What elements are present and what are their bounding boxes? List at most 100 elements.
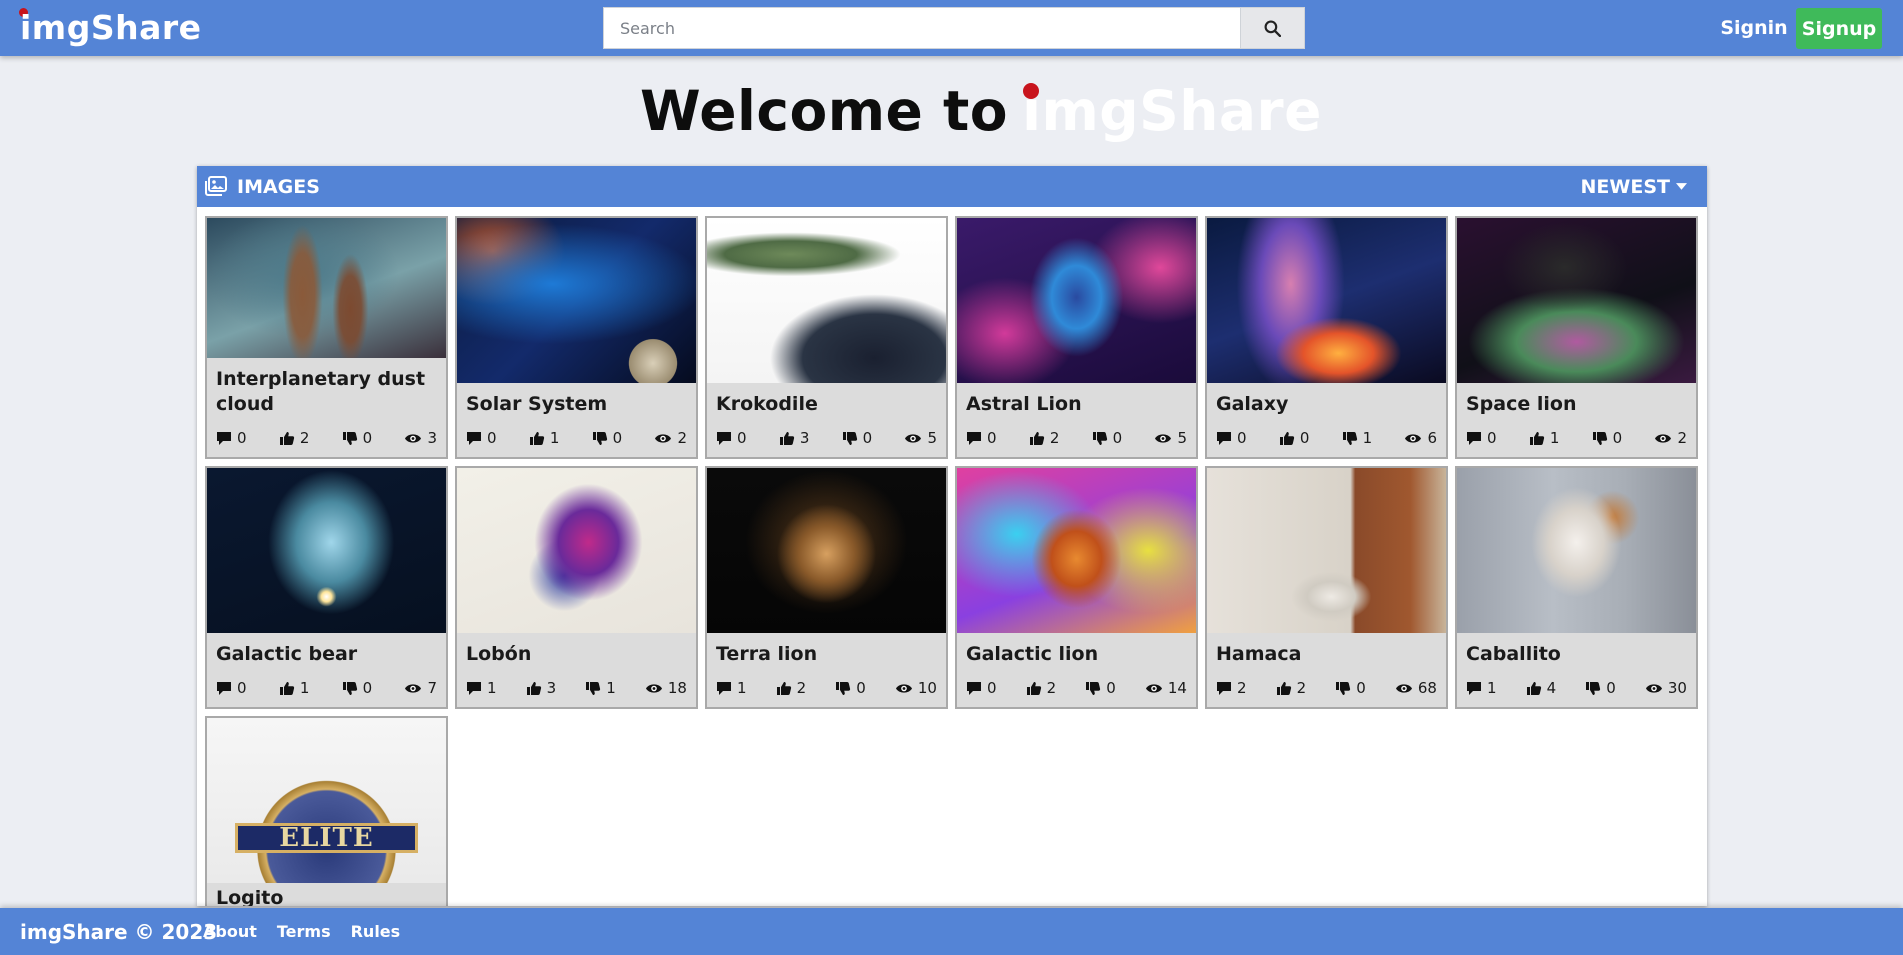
like-count-value: 2 — [1049, 429, 1060, 447]
image-card[interactable]: Astral Lion 0 2 0 5 — [955, 216, 1198, 459]
image-thumbnail[interactable] — [457, 218, 696, 383]
image-card[interactable]: Interplanetary dust cloud 0 2 0 3 — [205, 216, 448, 459]
dislike-count: 0 — [342, 429, 373, 447]
dislike-count: 1 — [585, 679, 616, 697]
image-title[interactable]: Solar System — [466, 393, 608, 415]
thumbs-up-icon — [526, 681, 542, 696]
footer-link-terms[interactable]: Terms — [276, 922, 331, 941]
search-input[interactable] — [603, 7, 1240, 49]
like-count-value: 1 — [1549, 429, 1560, 447]
sort-dropdown[interactable]: NEWEST — [1581, 166, 1687, 207]
footer-links: About Terms Rules — [203, 908, 400, 955]
like-count-value: 1 — [299, 679, 310, 697]
image-thumbnail[interactable] — [1457, 218, 1696, 383]
image-card[interactable]: Lobón 1 3 1 18 — [455, 466, 698, 709]
image-card[interactable]: Space lion 0 1 0 2 — [1455, 216, 1698, 459]
image-card[interactable]: Solar System 0 1 0 2 — [455, 216, 698, 459]
footer-link-about[interactable]: About — [203, 922, 257, 941]
comment-count: 0 — [1216, 429, 1247, 447]
images-panel-title: IMAGES — [237, 175, 320, 198]
image-thumbnail[interactable] — [207, 468, 446, 633]
image-title[interactable]: Space lion — [1466, 393, 1577, 415]
image-stats: 0 0 1 6 — [1216, 429, 1437, 447]
like-count-value: 2 — [796, 679, 807, 697]
dislike-count-value: 0 — [856, 679, 866, 697]
like-count: 1 — [279, 679, 310, 697]
image-stats: 1 2 0 10 — [716, 679, 937, 697]
image-thumbnail[interactable] — [207, 218, 446, 358]
comment-icon — [1216, 681, 1232, 696]
view-count-value: 3 — [427, 429, 437, 447]
thumbs-up-icon — [1276, 681, 1292, 696]
like-count-value: 1 — [549, 429, 560, 447]
view-count-value: 68 — [1417, 679, 1437, 697]
image-card[interactable]: Caballito 1 4 0 30 — [1455, 466, 1698, 709]
image-thumbnail[interactable] — [957, 468, 1196, 633]
dislike-count-value: 0 — [362, 429, 373, 447]
image-title[interactable]: Galactic lion — [966, 643, 1099, 665]
image-card[interactable]: Galaxy 0 0 1 6 — [1205, 216, 1448, 459]
image-thumbnail[interactable] — [1207, 218, 1446, 383]
image-title[interactable]: Caballito — [1466, 643, 1561, 665]
image-title[interactable]: Galactic bear — [216, 643, 358, 665]
like-count: 3 — [526, 679, 556, 697]
image-thumbnail[interactable] — [1457, 468, 1696, 633]
thumbs-down-icon — [1342, 431, 1358, 446]
site-logo[interactable]: imgShare — [20, 8, 202, 47]
image-title[interactable]: Lobón — [466, 643, 532, 665]
dislike-count-value: 0 — [1606, 679, 1616, 697]
welcome-heading: Welcome to imgShare — [640, 76, 1322, 146]
image-card[interactable]: Galactic lion 0 2 0 14 — [955, 466, 1198, 709]
image-card[interactable]: Hamaca 2 2 0 68 — [1205, 466, 1448, 709]
comment-icon — [716, 431, 732, 446]
view-count-value: 5 — [1177, 429, 1187, 447]
view-count: 2 — [1654, 429, 1687, 447]
thumbs-down-icon — [1085, 681, 1101, 696]
image-grid: Interplanetary dust cloud 0 2 0 3 Solar Syste… — [205, 216, 1698, 906]
comment-icon — [966, 681, 982, 696]
image-card[interactable]: ELITE Logito — [205, 716, 448, 906]
comment-icon — [1466, 431, 1482, 446]
dislike-count: 0 — [1092, 429, 1122, 447]
footer-link-rules[interactable]: Rules — [350, 922, 401, 941]
view-count-value: 2 — [677, 429, 687, 447]
image-title[interactable]: Galaxy — [1216, 393, 1289, 415]
eye-icon — [654, 432, 672, 445]
image-title[interactable]: Terra lion — [716, 643, 818, 665]
image-card[interactable]: Krokodile 0 3 0 5 — [705, 216, 948, 459]
welcome-logo: imgShare — [1022, 79, 1322, 143]
images-icon — [205, 176, 227, 196]
image-thumbnail[interactable] — [457, 468, 696, 633]
sort-label: NEWEST — [1580, 175, 1670, 198]
signup-button[interactable]: Signup — [1796, 8, 1882, 49]
image-thumbnail[interactable] — [957, 218, 1196, 383]
comment-count-value: 2 — [1237, 679, 1247, 697]
thumbs-down-icon — [1092, 431, 1108, 446]
image-title[interactable]: Logito — [216, 887, 284, 906]
image-stats: 0 2 0 5 — [966, 429, 1187, 447]
image-card[interactable]: Terra lion 1 2 0 10 — [705, 466, 948, 709]
image-card[interactable]: Galactic bear 0 1 0 7 — [205, 466, 448, 709]
view-count: 5 — [1154, 429, 1187, 447]
image-title[interactable]: Interplanetary dust cloud — [216, 368, 426, 415]
like-count: 4 — [1526, 679, 1556, 697]
image-title[interactable]: Astral Lion — [966, 393, 1082, 415]
view-count: 14 — [1145, 679, 1187, 697]
image-thumbnail[interactable] — [707, 468, 946, 633]
search-button[interactable] — [1240, 7, 1305, 49]
image-thumbnail[interactable] — [1207, 468, 1446, 633]
dislike-count: 0 — [592, 429, 622, 447]
image-title[interactable]: Krokodile — [716, 393, 818, 415]
signin-link[interactable]: Signin — [1720, 17, 1788, 39]
image-title[interactable]: Hamaca — [1216, 643, 1302, 665]
dislike-count: 1 — [1342, 429, 1372, 447]
view-count-value: 14 — [1167, 679, 1187, 697]
comment-count-value: 0 — [1487, 429, 1497, 447]
image-stats: 0 1 0 7 — [216, 679, 437, 697]
thumbs-down-icon — [585, 681, 601, 696]
caret-down-icon — [1676, 182, 1687, 190]
image-thumbnail[interactable] — [707, 218, 946, 383]
image-thumbnail[interactable]: ELITE — [207, 718, 446, 883]
like-count: 2 — [776, 679, 807, 697]
like-count: 1 — [1529, 429, 1560, 447]
